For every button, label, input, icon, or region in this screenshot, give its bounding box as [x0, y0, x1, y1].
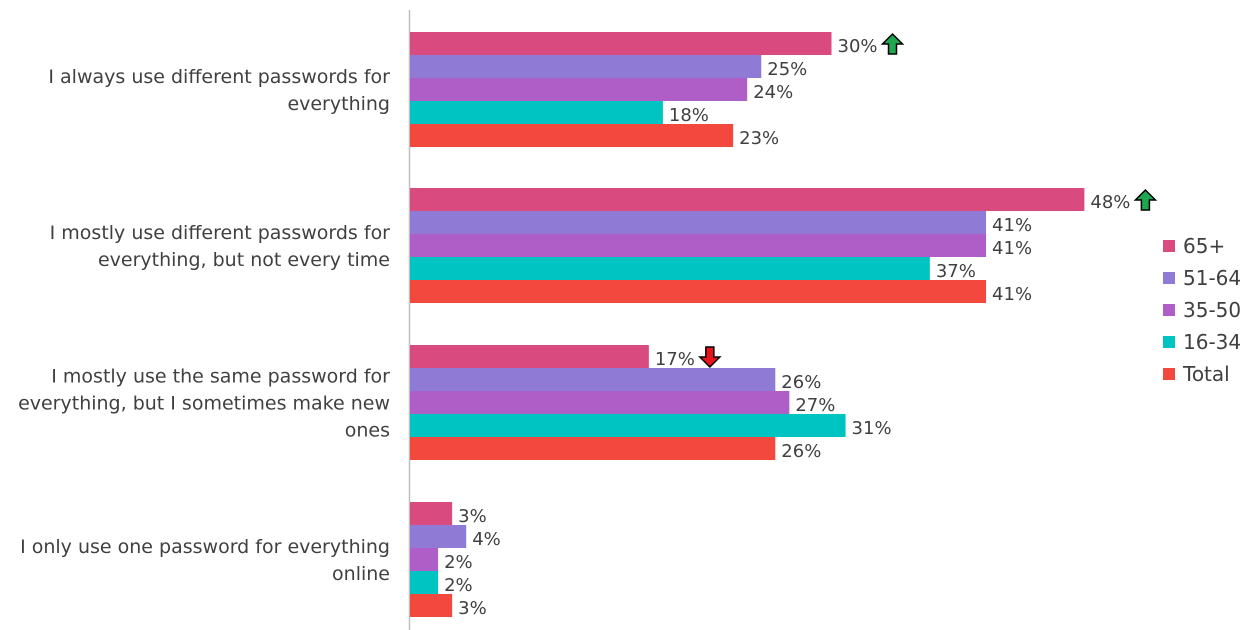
bar-35-50: [410, 548, 439, 571]
bar-total: [410, 437, 776, 460]
bar-total: [410, 280, 987, 303]
category-label: I mostly use different passwords for ever…: [50, 222, 391, 271]
category-label: I mostly use the same password for everyt…: [18, 366, 390, 442]
bar-16-34: [410, 257, 930, 280]
data-label: 31%: [852, 418, 892, 439]
bar-51-64: [410, 525, 467, 548]
data-label: 48%: [1090, 192, 1130, 213]
data-label: 25%: [767, 59, 807, 80]
data-label: 41%: [992, 284, 1032, 305]
legend-label: 16-34: [1183, 330, 1241, 354]
bar-16-34: [410, 414, 846, 437]
bar-35-50: [410, 78, 748, 101]
data-label: 23%: [739, 128, 779, 149]
data-label: 3%: [458, 598, 487, 619]
legend-label: Total: [1182, 362, 1230, 386]
bar-65-: [410, 502, 453, 525]
arrow-down-icon: [698, 346, 722, 369]
legend-swatch: [1163, 272, 1175, 284]
data-label: 27%: [795, 395, 835, 416]
bar-65-: [410, 345, 649, 368]
category-label-line: I mostly use different passwords for: [50, 222, 391, 244]
category-label-line: everything, but not every time: [98, 249, 390, 271]
arrow-up-icon: [1133, 188, 1158, 211]
bar-51-64: [410, 211, 987, 234]
category-label: I only use one password for everything on…: [20, 536, 390, 585]
bar-16-34: [410, 101, 663, 124]
legend-swatch: [1163, 368, 1175, 380]
bar-35-50: [410, 234, 987, 257]
data-label: 3%: [458, 506, 487, 527]
category-label-line: ones: [345, 420, 390, 442]
category-label-line: I mostly use the same password for: [51, 366, 390, 388]
arrow-up-icon: [880, 32, 905, 55]
data-label: 4%: [472, 529, 501, 550]
data-label: 18%: [669, 105, 709, 126]
legend-label: 35-50: [1183, 298, 1241, 322]
bar-65-: [410, 188, 1085, 211]
category-label-line: everything: [287, 93, 390, 115]
category-label-line: everything, but I sometimes make new: [18, 393, 390, 415]
data-label: 41%: [992, 215, 1032, 236]
legend-label: 51-64: [1183, 266, 1241, 290]
bar-total: [410, 594, 453, 617]
legend-label: 65+: [1183, 234, 1225, 258]
bar-65-: [410, 32, 832, 55]
bar-16-34: [410, 571, 439, 594]
bar-total: [410, 124, 734, 147]
bar-51-64: [410, 368, 776, 391]
category-label-line: I always use different passwords for: [48, 66, 390, 88]
legend-swatch: [1163, 240, 1175, 252]
data-label: 37%: [936, 261, 976, 282]
category-label-line: online: [332, 563, 390, 585]
data-label: 26%: [781, 441, 821, 462]
data-label: 41%: [992, 238, 1032, 259]
legend-swatch: [1163, 336, 1175, 348]
category-label: I always use different passwords for ever…: [48, 66, 390, 115]
legend-swatch: [1163, 304, 1175, 316]
data-label: 24%: [753, 82, 793, 103]
data-label: 2%: [444, 552, 473, 573]
bar-35-50: [410, 391, 790, 414]
bar-51-64: [410, 55, 762, 78]
data-label: 26%: [781, 372, 821, 393]
data-label: 30%: [838, 36, 878, 57]
category-label-line: I only use one password for everything: [20, 536, 390, 558]
data-label: 17%: [655, 349, 695, 370]
data-label: 2%: [444, 575, 473, 596]
